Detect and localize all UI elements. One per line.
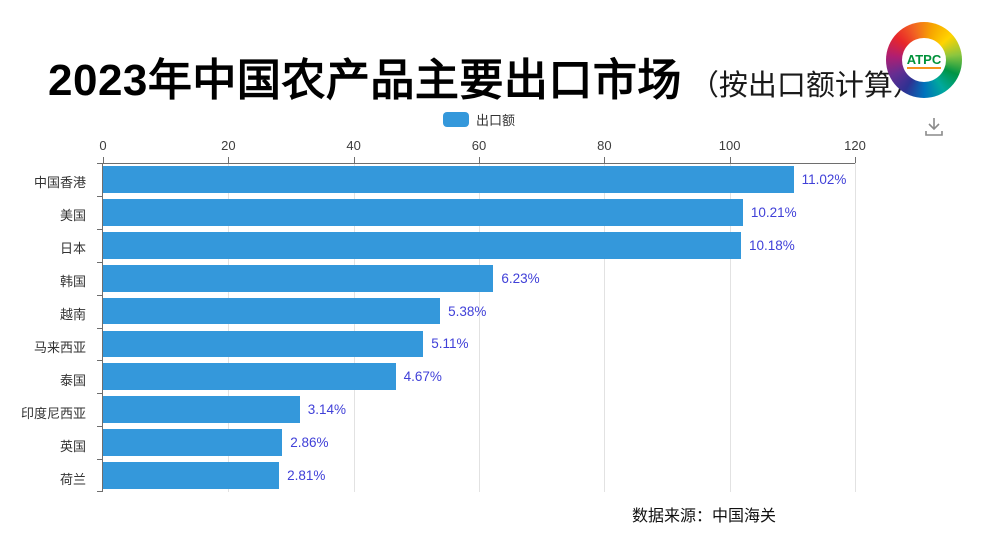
data-source: 数据来源：中国海关 — [632, 508, 777, 525]
y-axis-tick-0 — [97, 163, 102, 164]
x-axis-tick-label-80: 80 — [597, 138, 612, 153]
atpc-logo: ATPC — [886, 22, 962, 98]
chart-subtitle: （按出口额计算） — [689, 70, 922, 102]
bar-荷兰[interactable] — [103, 462, 280, 489]
bar-泰国[interactable] — [103, 363, 396, 391]
category-label-印度尼西亚: 印度尼西亚 — [20, 405, 86, 421]
category-label-泰国: 泰国 — [59, 372, 86, 388]
x-axis-tick-label-0: 0 — [99, 138, 107, 153]
x-axis-tick-label-20: 20 — [221, 138, 236, 153]
bar-印度尼西亚[interactable] — [103, 396, 300, 424]
y-axis-tick-8 — [97, 426, 102, 428]
bar-美国[interactable] — [103, 198, 743, 226]
atpc-logo-center: ATPC — [902, 38, 946, 82]
atpc-logo-text: ATPC — [906, 51, 942, 69]
x-axis-tick-label-120: 120 — [844, 138, 866, 153]
bar-韩国[interactable] — [103, 264, 494, 292]
y-axis-tick-4 — [97, 294, 102, 296]
chart-title: 2023年中国农产品主要出口市场 — [48, 56, 682, 105]
category-label-马来西亚: 马来西亚 — [33, 339, 86, 355]
gridline-80 — [604, 163, 606, 492]
download-icon — [925, 118, 943, 136]
gridline-120 — [855, 163, 856, 492]
bar-value-印度尼西亚: 3.14% — [307, 402, 347, 418]
category-label-英国: 英国 — [59, 438, 86, 454]
bar-英国[interactable] — [103, 429, 283, 457]
y-axis-category-labels: 中国香港美国日本韩国越南马来西亚泰国印度尼西亚英国荷兰 — [0, 163, 95, 492]
y-axis-tick-2 — [97, 228, 102, 230]
y-axis-tick-9 — [97, 459, 102, 461]
bar-value-日本: 10.18% — [748, 237, 795, 253]
x-axis-tick-100 — [729, 157, 731, 163]
y-axis-tick-1 — [97, 195, 102, 197]
plot-area: 0 20 40 60 80 100 120 11.02% 10.21% 10.18% 6.23% 5.… — [97, 138, 866, 492]
download-button[interactable] — [921, 114, 947, 140]
x-axis-tick-80 — [604, 157, 606, 163]
gridline-60 — [479, 163, 480, 492]
x-axis-tick-label-40: 40 — [346, 138, 361, 153]
page-title: 2023年中国农产品主要出口市场 （按出口额计算） — [48, 44, 922, 108]
bar-value-越南: 5.38% — [448, 303, 487, 319]
x-axis-tick-40 — [353, 157, 355, 163]
category-label-荷兰: 荷兰 — [59, 471, 86, 487]
bar-value-英国: 2.86% — [290, 435, 329, 451]
gridline-20 — [228, 163, 230, 492]
bar-日本[interactable] — [103, 231, 741, 259]
category-label-美国: 美国 — [59, 208, 86, 224]
y-axis-tick-6 — [97, 360, 102, 362]
gridline-100 — [729, 163, 731, 492]
legend-label: 出口额 — [475, 113, 515, 128]
category-label-中国香港: 中国香港 — [33, 175, 86, 191]
bar-value-马来西亚: 5.11% — [431, 336, 469, 352]
legend-item-export-value[interactable]: 出口额 — [442, 110, 515, 129]
x-axis-tick-label-60: 60 — [471, 138, 487, 153]
x-axis-tick-60 — [479, 157, 480, 163]
y-axis-tick-7 — [97, 393, 102, 395]
bar-value-中国香港: 11.02% — [801, 171, 847, 187]
x-axis-tick-120 — [855, 157, 856, 163]
bar-value-美国: 10.21% — [750, 204, 797, 220]
category-label-日本: 日本 — [59, 241, 86, 257]
x-axis-line — [102, 163, 855, 164]
x-axis-tick-20 — [228, 157, 230, 163]
category-label-韩国: 韩国 — [59, 274, 86, 290]
bar-value-韩国: 6.23% — [501, 270, 540, 286]
x-axis-tick-label-100: 100 — [718, 138, 741, 153]
bar-马来西亚[interactable] — [103, 330, 424, 358]
bar-中国香港[interactable] — [103, 166, 794, 193]
category-label-越南: 越南 — [59, 307, 86, 323]
y-axis-tick-5 — [97, 327, 102, 329]
bar-value-荷兰: 2.81% — [287, 468, 326, 484]
legend: 出口额 — [103, 110, 855, 129]
bar-value-泰国: 4.67% — [403, 369, 442, 385]
x-axis-tick-0 — [103, 157, 104, 163]
y-axis-tick-10 — [97, 491, 102, 492]
y-axis-tick-3 — [97, 261, 102, 263]
y-axis-line — [102, 163, 103, 492]
legend-swatch — [442, 112, 469, 127]
gridline-40 — [353, 163, 355, 492]
bar-越南[interactable] — [103, 297, 441, 325]
